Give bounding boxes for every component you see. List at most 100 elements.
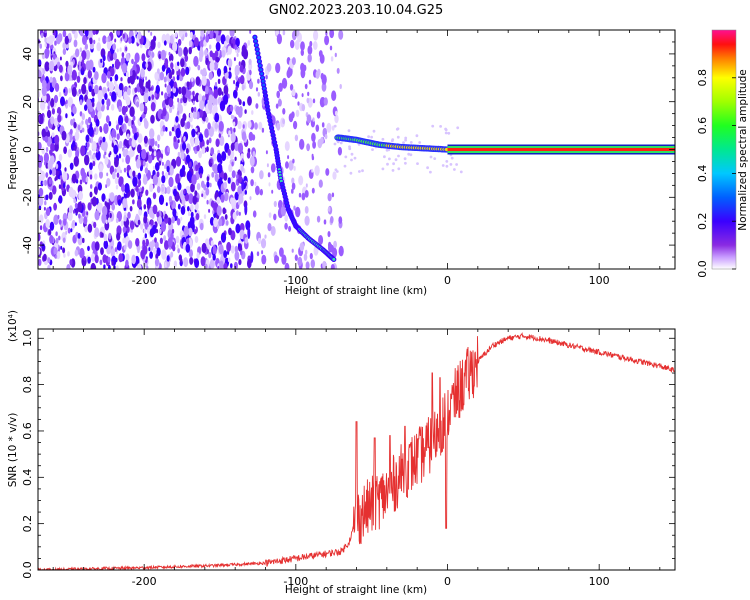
spectrogram-speckle: [66, 264, 71, 269]
spectrogram-speckle: [223, 250, 228, 259]
spectrogram-speckle: [159, 71, 164, 81]
spectrogram-speckle: [148, 96, 151, 102]
spectrogram-speckle: [62, 171, 68, 182]
spectrogram-speckle: [88, 85, 93, 93]
spectrogram-speckle: [154, 237, 157, 243]
spectrogram-speckle: [456, 126, 460, 130]
spectrogram-speckle: [349, 171, 353, 175]
spectrogram-speckle: [99, 127, 103, 133]
spectrogram-speckle: [41, 147, 45, 155]
spectrogram-speckle: [445, 164, 449, 168]
spectrogram-trace-point: [268, 119, 272, 123]
spectrogram-speckle: [97, 182, 102, 191]
spectrogram-speckle: [447, 131, 451, 135]
spectrogram-speckle: [38, 187, 44, 197]
spectrogram-speckle: [191, 128, 196, 138]
spectrogram-speckle: [86, 142, 90, 148]
spectrogram-speckle: [246, 151, 251, 159]
spectrogram-speckle: [257, 92, 260, 97]
spectrogram-speckle: [89, 162, 93, 171]
spectrogram-speckle: [282, 108, 286, 115]
spectrogram-speckle: [329, 30, 335, 39]
spectrogram-speckle: [128, 36, 132, 44]
spectrogram-speckle: [42, 68, 46, 75]
spectrogram-speckle: [129, 106, 135, 117]
spectrogram-speckle: [186, 81, 190, 88]
spectrogram-speckle: [275, 103, 279, 109]
spectrogram-speckle: [73, 209, 75, 214]
spectrogram-speckle: [96, 42, 101, 52]
spectrogram-speckle: [218, 244, 224, 255]
snr-line: [38, 331, 675, 570]
spectrogram-speckle: [216, 152, 222, 163]
spectrogram-speckle: [84, 30, 89, 37]
spectrogram-speckle: [102, 136, 106, 143]
spectrogram-speckle: [94, 84, 99, 95]
spectrogram-speckle: [142, 61, 147, 70]
snr-line-marks: [38, 331, 675, 570]
spectrogram-speckle: [53, 247, 58, 256]
spectrogram-speckle: [45, 147, 49, 152]
spectrogram-speckle: [132, 199, 135, 205]
spectrogram-speckle: [293, 120, 298, 130]
spectrogram-speckle: [49, 169, 52, 175]
spectrogram-speckle: [177, 110, 180, 116]
spectrogram-speckle: [57, 33, 63, 43]
spectrogram-speckle: [96, 202, 103, 213]
spectrogram-speckle: [444, 127, 447, 131]
spectrogram-speckle: [134, 52, 140, 63]
spectrogram-speckle: [135, 213, 139, 219]
spectrogram-speckle: [54, 177, 57, 182]
spectrogram-speckle: [320, 136, 324, 145]
spectrogram-speckle: [303, 64, 307, 72]
spectrogram-speckle: [223, 65, 228, 74]
spectrogram-speckle: [230, 181, 236, 192]
spectrogram-speckle: [117, 30, 121, 36]
spectrogram-speckle: [91, 253, 96, 262]
y-tick-label: 0.0: [21, 561, 34, 579]
spectrogram-speckle: [234, 64, 240, 76]
spectrogram-speckle: [102, 254, 107, 264]
spectrogram-speckle: [141, 251, 145, 260]
spectrogram-speckle: [104, 150, 107, 156]
spectrogram-speckle: [112, 43, 116, 51]
spectrogram-speckle: [159, 237, 163, 244]
spectrogram-speckle: [74, 202, 78, 209]
spectrogram-trace-point: [250, 251, 254, 264]
y-tick-label: 1.0: [21, 330, 34, 348]
spectrogram-speckle: [212, 32, 216, 39]
spectrogram-speckle: [178, 104, 183, 115]
spectrogram-speckle: [204, 86, 209, 95]
spectrogram-speckle: [177, 61, 180, 67]
spectrogram-speckle: [141, 53, 146, 62]
x-tick-label: -200: [132, 575, 157, 588]
spectrogram-speckle: [240, 165, 244, 172]
spectrogram-speckle: [233, 57, 236, 62]
spectrogram-speckle: [404, 161, 407, 165]
spectrogram-speckle: [76, 75, 81, 83]
spectrogram-speckle: [330, 56, 334, 62]
spectrogram-speckle: [79, 99, 83, 106]
spectrogram-speckle: [244, 109, 247, 114]
spectrogram-speckle: [64, 35, 70, 45]
spectrogram-speckle: [88, 59, 94, 71]
spectrogram-speckle: [121, 62, 128, 74]
spectrogram-speckle: [317, 68, 321, 76]
spectrogram-speckle: [88, 150, 92, 156]
spectrogram-speckle: [191, 76, 194, 82]
spectrogram-speckle: [102, 54, 106, 62]
spectrogram-speckle: [118, 105, 122, 113]
spectrogram-speckle: [55, 254, 58, 259]
spectrogram-speckle: [108, 153, 111, 158]
spectrogram-speckle: [189, 256, 194, 265]
spectrogram-speckle: [327, 231, 331, 238]
spectrogram-speckle: [230, 43, 234, 48]
spectrogram-speckle: [62, 183, 66, 189]
spectrogram-speckle: [134, 87, 138, 93]
spectrogram-speckle: [258, 121, 263, 130]
spectrogram-speckle: [270, 163, 276, 173]
spectrogram-speckle: [150, 101, 156, 112]
spectrogram-speckle: [47, 257, 51, 264]
spectrogram-speckle: [160, 113, 164, 120]
